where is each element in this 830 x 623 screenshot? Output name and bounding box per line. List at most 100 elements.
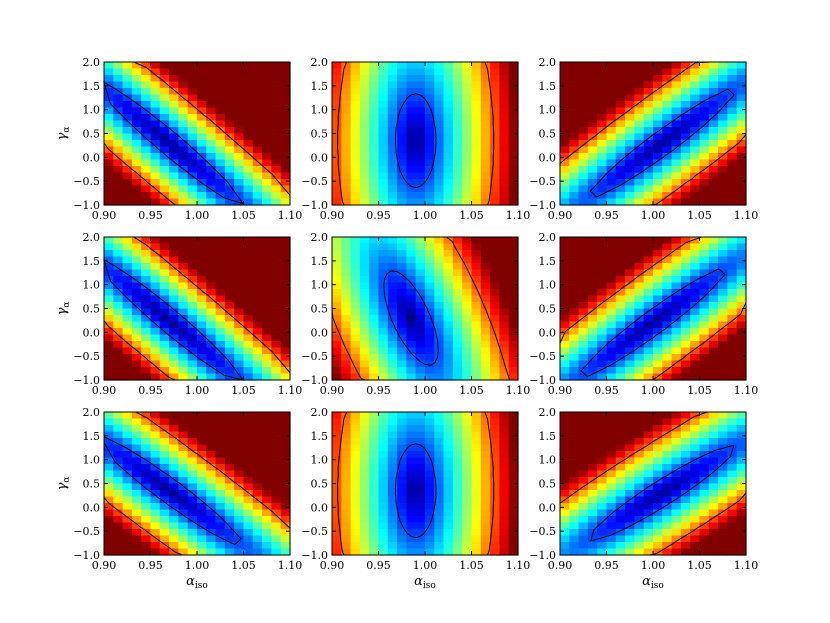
heatmap-cell (415, 418, 426, 426)
y-tick-label: 2.0 (539, 56, 557, 69)
heatmap-cell (662, 341, 673, 349)
heatmap-cell (690, 464, 701, 472)
heatmap-cell (150, 341, 161, 349)
heatmap-cell (271, 153, 282, 161)
heatmap-cell (434, 101, 445, 109)
heatmap-cell (350, 88, 361, 96)
heatmap-cell (597, 509, 608, 517)
heatmap-cell (178, 295, 189, 303)
heatmap-cell (224, 166, 235, 174)
heatmap-cell (332, 198, 342, 206)
heatmap-cell (178, 237, 189, 245)
heatmap-cell (415, 75, 426, 83)
heatmap-cell (359, 477, 370, 485)
heatmap-cell (378, 179, 389, 187)
heatmap-cell (634, 146, 645, 154)
heatmap-cell (397, 341, 407, 349)
heatmap-cell (206, 289, 217, 297)
heatmap-cell (490, 477, 500, 485)
heatmap-cell (243, 516, 254, 524)
heatmap-cell (350, 457, 361, 465)
heatmap-cell (443, 308, 454, 316)
heatmap-cell (332, 360, 342, 368)
heatmap-cell (471, 483, 482, 491)
heatmap-cell (452, 321, 463, 329)
contour-line (559, 411, 747, 556)
heatmap-cell (341, 496, 352, 504)
heatmap-cell (587, 328, 598, 336)
heatmap-cell (680, 94, 691, 102)
heatmap-cell (434, 127, 445, 135)
heatmap-cell (415, 341, 426, 349)
y-tick-label: 0.5 (539, 128, 557, 141)
heatmap-cell (634, 438, 645, 446)
heatmap-cell (252, 477, 263, 485)
heatmap-cell (499, 120, 510, 128)
heatmap-cell (736, 367, 747, 375)
heatmap-cell (341, 509, 352, 517)
heatmap-cell (350, 75, 361, 83)
heatmap-cell (508, 250, 519, 258)
heatmap-cell (508, 81, 519, 89)
heatmap-cell (271, 68, 282, 76)
heatmap-cell (397, 418, 407, 426)
heatmap-cell (597, 315, 608, 323)
heatmap-cell (215, 250, 226, 258)
heatmap-cell (369, 516, 380, 524)
heatmap-cell (252, 166, 263, 174)
heatmap-cell (615, 457, 626, 465)
contour-line (559, 61, 747, 206)
heatmap-cell (169, 81, 179, 89)
heatmap-cell (387, 302, 398, 310)
heatmap-cell (508, 444, 519, 452)
heatmap-cell (560, 529, 570, 537)
heatmap-cell (113, 81, 124, 89)
heatmap-cell (104, 179, 114, 187)
heatmap-cell (443, 114, 454, 122)
heatmap-cell (122, 192, 133, 200)
heatmap-cell (387, 334, 398, 342)
heatmap-cell (643, 101, 654, 109)
heatmap-cell (369, 114, 380, 122)
heatmap-cell (634, 237, 645, 245)
heatmap-cell (452, 192, 463, 200)
heatmap-cell (415, 483, 426, 491)
heatmap-cell (425, 542, 435, 550)
heatmap-cell (271, 483, 282, 491)
heatmap-cell (397, 198, 407, 206)
heatmap-cell (606, 107, 617, 115)
heatmap-cell (499, 237, 510, 245)
heatmap-cell (104, 140, 114, 148)
heatmap-cell (569, 88, 580, 96)
heatmap-cell (341, 431, 352, 439)
heatmap-cell (452, 269, 463, 277)
heatmap-cell (662, 477, 673, 485)
heatmap-cell (653, 470, 663, 478)
heatmap-cell (480, 243, 491, 251)
heatmap-cell (406, 140, 417, 148)
heatmap-cell (443, 425, 454, 433)
heatmap-cell (234, 127, 245, 135)
heatmap-cell (480, 107, 491, 115)
heatmap-cell (699, 75, 710, 83)
heatmap-cell (718, 321, 728, 329)
heatmap-cell (434, 529, 445, 537)
heatmap-cell (434, 321, 445, 329)
heatmap-cell (369, 75, 380, 83)
heatmap-cell (643, 282, 654, 290)
heatmap-cell (206, 542, 217, 550)
heatmap-cell (434, 146, 445, 154)
heatmap-cell (169, 529, 179, 537)
heatmap-cell (169, 269, 179, 277)
heatmap-cell (569, 94, 580, 102)
heatmap-cell (634, 276, 645, 284)
heatmap-cell (113, 62, 124, 70)
heatmap-cell (499, 315, 510, 323)
heatmap-cell (425, 289, 435, 297)
heatmap-cell (587, 535, 598, 543)
heatmap-cell (587, 269, 598, 277)
heatmap-cell (169, 438, 179, 446)
heatmap-cell (159, 146, 170, 154)
heatmap-cell (332, 367, 342, 375)
heatmap-cell (727, 470, 738, 478)
